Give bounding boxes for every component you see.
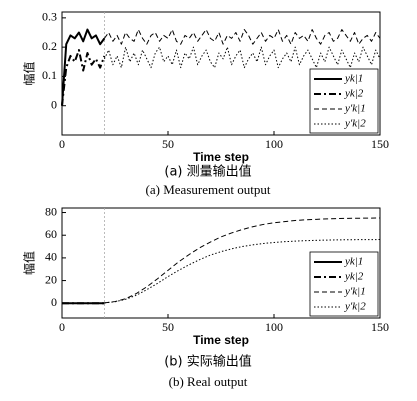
y-axis-label: 幅值 bbox=[22, 251, 37, 275]
caption: (a) 测量输出值 bbox=[164, 164, 251, 180]
y-tick-label: 60 bbox=[45, 227, 57, 241]
legend-label: y′k|2 bbox=[344, 301, 366, 313]
x-axis-label: Time step bbox=[193, 150, 249, 164]
legend-label: yk|2 bbox=[344, 88, 364, 100]
x-tick-label: 150 bbox=[371, 320, 389, 334]
x-tick-label: 0 bbox=[59, 320, 65, 334]
y-tick-label: 40 bbox=[45, 250, 57, 264]
series-line bbox=[61, 28, 106, 106]
legend-label: y′k|2 bbox=[344, 118, 366, 130]
x-tick-label: 100 bbox=[265, 320, 283, 334]
plot-area bbox=[61, 11, 381, 136]
x-tick-label: 50 bbox=[162, 137, 174, 151]
x-tick-label: 50 bbox=[162, 320, 174, 334]
caption: (a) Measurement output bbox=[146, 182, 271, 197]
x-tick-label: 150 bbox=[371, 137, 389, 151]
legend-label: yk|1 bbox=[344, 256, 363, 268]
series-line bbox=[103, 29, 381, 45]
y-tick-label: 0.1 bbox=[42, 68, 57, 82]
legend-label: y′k|1 bbox=[344, 103, 366, 115]
x-axis-label: Time step bbox=[193, 333, 249, 347]
legend-label: yk|1 bbox=[344, 73, 363, 85]
series-line bbox=[104, 239, 381, 304]
legend-label: yk|2 bbox=[344, 271, 364, 283]
y-tick-label: 0.2 bbox=[42, 39, 57, 53]
y-axis-label: 幅值 bbox=[22, 61, 37, 85]
caption: (b) 实际输出值 bbox=[164, 354, 252, 370]
y-tick-label: 20 bbox=[45, 272, 57, 286]
caption: (b) Real output bbox=[169, 374, 248, 389]
x-tick-label: 100 bbox=[265, 137, 283, 151]
series-line bbox=[61, 49, 106, 106]
y-tick-label: 80 bbox=[45, 204, 57, 218]
plot-area bbox=[61, 207, 381, 319]
legend-label: y′k|1 bbox=[344, 286, 366, 298]
y-tick-label: 0 bbox=[51, 97, 57, 111]
x-tick-label: 0 bbox=[59, 137, 65, 151]
series-line bbox=[103, 46, 381, 69]
y-tick-label: 0.3 bbox=[42, 10, 57, 24]
y-tick-label: 0 bbox=[51, 295, 57, 309]
series-line bbox=[104, 217, 381, 304]
